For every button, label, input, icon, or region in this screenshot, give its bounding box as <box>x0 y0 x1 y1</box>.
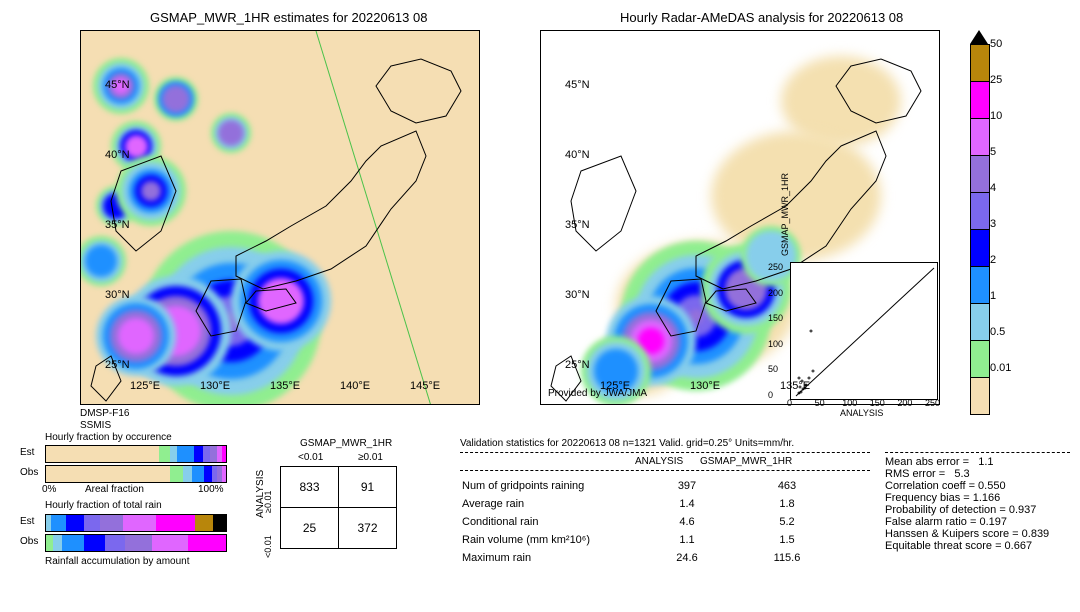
valid-rows: Num of gridpoints raining397463Average r… <box>460 476 847 568</box>
provided-by: Provided by JWA/JMA <box>548 388 647 399</box>
colorbar-tick: 0.01 <box>990 362 1011 374</box>
lat-tick: 30°N <box>105 289 130 301</box>
conf-b: 91 <box>339 467 397 508</box>
occur-xlab: Areal fraction <box>85 484 144 495</box>
total-est-label: Est <box>20 516 34 527</box>
occur-obs-label: Obs <box>20 467 38 478</box>
lon-tick: 135°E <box>270 380 300 392</box>
total-obs-label: Obs <box>20 536 38 547</box>
lat-tick: 25°N <box>105 359 130 371</box>
conf-r1: ≥0.01 <box>263 491 273 513</box>
occur-x0: 0% <box>42 484 56 495</box>
colorbar-tick: 2 <box>990 254 996 266</box>
title-left: GSMAP_MWR_1HR estimates for 20220613 08 <box>150 10 427 25</box>
lon-tick: 130°E <box>690 380 720 392</box>
total-obs-bar <box>45 534 227 552</box>
conf-c2: ≥0.01 <box>358 452 383 463</box>
accum-title: Rainfall accumulation by amount <box>45 556 190 567</box>
lon-tick: 135°E <box>780 380 810 392</box>
occur-title: Hourly fraction by occurence <box>45 432 172 443</box>
title-right: Hourly Radar-AMeDAS analysis for 2022061… <box>620 10 903 25</box>
lon-tick: 140°E <box>340 380 370 392</box>
valid-header: Validation statistics for 20220613 08 n=… <box>460 438 794 449</box>
sep3 <box>885 452 1070 453</box>
lon-tick: 145°E <box>410 380 440 392</box>
scatter-xlabel: ANALYSIS <box>840 408 883 418</box>
total-est-bar <box>45 514 227 532</box>
colorbar-tick: 3 <box>990 218 996 230</box>
lat-tick: 35°N <box>565 219 590 231</box>
colB: GSMAP_MWR_1HR <box>700 456 792 467</box>
sat-1: DMSP-F16 <box>80 408 129 419</box>
colorbar-tick: 4 <box>990 182 996 194</box>
sep2 <box>460 470 870 471</box>
lat-tick: 45°N <box>565 79 590 91</box>
total-title: Hourly fraction of total rain <box>45 500 162 511</box>
lon-tick: 130°E <box>200 380 230 392</box>
lat-tick: 40°N <box>565 149 590 161</box>
conf-header: GSMAP_MWR_1HR <box>300 438 392 449</box>
scatter-plot <box>790 262 938 400</box>
sat-2: SSMIS <box>80 420 111 431</box>
lat-tick: 30°N <box>565 289 590 301</box>
conf-c: 25 <box>281 508 339 549</box>
colA: ANALYSIS <box>635 456 683 467</box>
lat-tick: 25°N <box>565 359 590 371</box>
colorbar-tick: 5 <box>990 146 996 158</box>
colorbar-tick: 1 <box>990 290 996 302</box>
lon-tick: 125°E <box>130 380 160 392</box>
occur-est-bar <box>45 445 227 463</box>
conf-r2: <0.01 <box>263 535 273 558</box>
lat-tick: 40°N <box>105 149 130 161</box>
conf-d: 372 <box>339 508 397 549</box>
colorbar-tick: 50 <box>990 38 1002 50</box>
valid-metrics: Mean abs error = 1.1RMS error = 5.3Corre… <box>885 456 1049 552</box>
scatter-ylabel: GSMAP_MWR_1HR <box>780 173 790 256</box>
occur-x100: 100% <box>198 484 224 495</box>
conf-a: 833 <box>281 467 339 508</box>
lon-tick: 125°E <box>600 380 630 392</box>
colorbar-tick: 25 <box>990 74 1002 86</box>
occur-est-label: Est <box>20 447 34 458</box>
lat-tick: 45°N <box>105 79 130 91</box>
sep1 <box>460 452 870 453</box>
colorbar-tick: 0.5 <box>990 326 1005 338</box>
lat-tick: 35°N <box>105 219 130 231</box>
conf-c1: <0.01 <box>298 452 323 463</box>
colorbar-tick: 10 <box>990 110 1002 122</box>
colorbar: 502510543210.50.01 <box>970 30 990 415</box>
map-gsmap <box>80 30 480 405</box>
occur-obs-bar <box>45 465 227 483</box>
confusion-table: 83391 25372 <box>280 466 397 549</box>
